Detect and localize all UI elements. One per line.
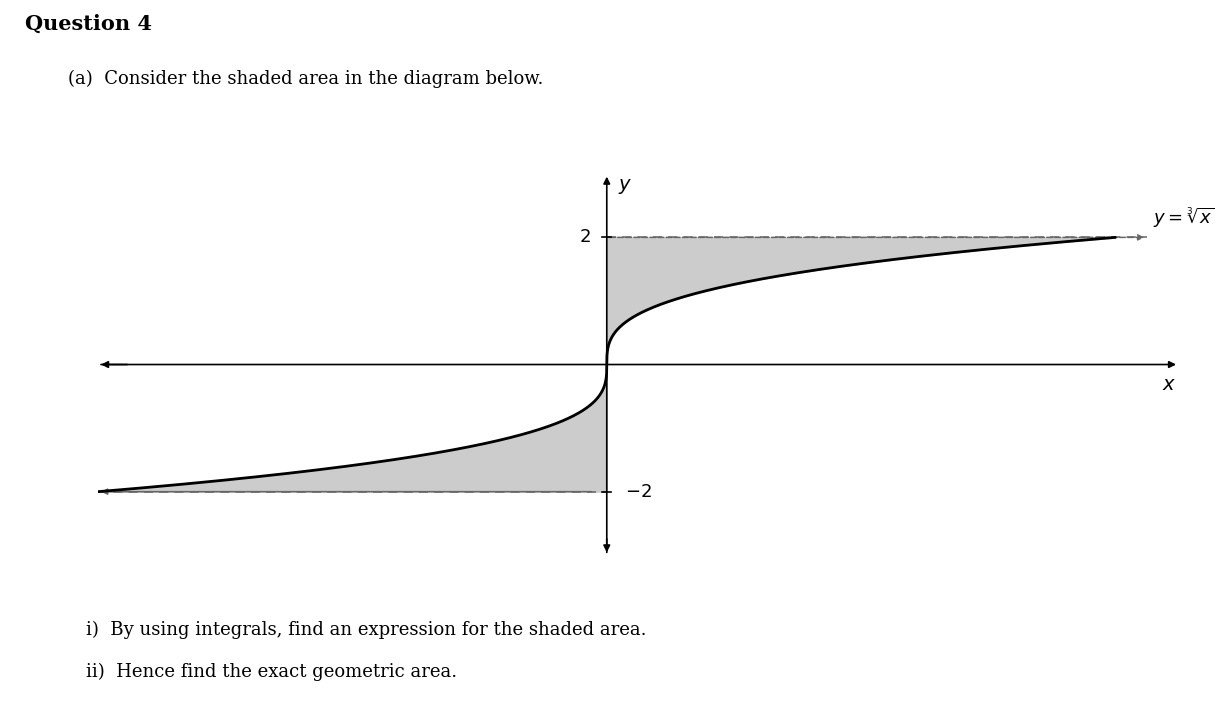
Text: $y$: $y$ <box>618 177 632 196</box>
Text: $y = \sqrt[3]{x}$: $y = \sqrt[3]{x}$ <box>1153 206 1216 231</box>
Text: $-2$: $-2$ <box>625 483 651 501</box>
Text: i)  By using integrals, find an expression for the shaded area.: i) By using integrals, find an expressio… <box>86 620 646 639</box>
Text: ii)  Hence find the exact geometric area.: ii) Hence find the exact geometric area. <box>86 662 457 681</box>
Text: $2$: $2$ <box>580 229 591 246</box>
Text: Question 4: Question 4 <box>25 14 151 34</box>
Text: (a)  Consider the shaded area in the diagram below.: (a) Consider the shaded area in the diag… <box>68 70 543 88</box>
Text: $x$: $x$ <box>1162 376 1176 394</box>
